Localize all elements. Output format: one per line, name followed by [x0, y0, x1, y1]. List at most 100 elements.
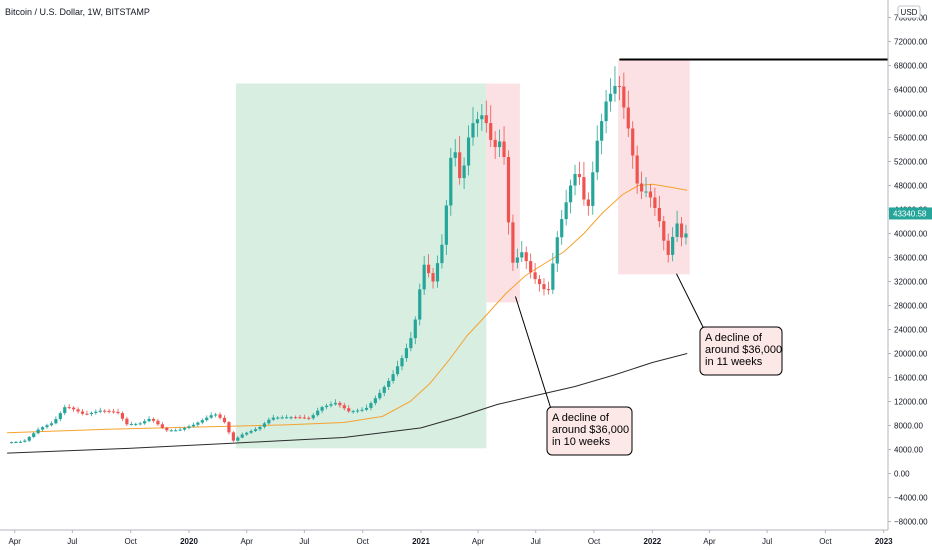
candle: [551, 252, 555, 295]
candle: [440, 234, 444, 269]
candle: [129, 421, 133, 426]
candle: [542, 278, 546, 296]
candle: [475, 111, 480, 137]
candle: [227, 421, 231, 435]
x-tick-label: Jul: [762, 537, 772, 546]
candle: [671, 227, 675, 262]
candle: [435, 255, 440, 288]
candle: [280, 415, 284, 420]
candle: [245, 431, 249, 436]
callout-box: [546, 406, 633, 456]
y-tick-label: 60000.00: [894, 110, 928, 119]
candle: [36, 427, 40, 435]
candle: [76, 407, 80, 414]
last-price-label: 43340.58: [893, 209, 927, 218]
candle: [564, 189, 568, 226]
candle: [679, 217, 684, 247]
candle: [391, 370, 395, 384]
candle: [657, 195, 661, 228]
candle: [364, 404, 369, 412]
candle: [94, 409, 98, 415]
x-tick-label: Jul: [67, 537, 77, 546]
x-tick-label: 2021: [412, 537, 430, 546]
candle: [635, 145, 639, 194]
candle: [489, 105, 493, 148]
candle: [520, 240, 524, 263]
candle: [160, 422, 164, 429]
candle: [320, 405, 324, 414]
candle: [302, 414, 306, 420]
candle: [267, 417, 271, 425]
candle: [191, 422, 196, 428]
candle: [662, 215, 666, 251]
candle: [617, 75, 622, 101]
candle: [196, 421, 200, 427]
candle: [214, 412, 218, 418]
candle: [644, 177, 648, 198]
candle: [63, 404, 67, 416]
candle: [631, 121, 635, 169]
candle: [169, 428, 173, 432]
y-tick-label: 72000.00: [894, 38, 928, 47]
candle: [595, 125, 599, 181]
candle: [14, 440, 18, 444]
candle: [311, 413, 315, 420]
candle: [506, 150, 511, 235]
candle: [600, 113, 604, 155]
ma-200w-line: [7, 353, 688, 454]
candle: [18, 440, 22, 443]
candle: [502, 126, 506, 165]
y-tick-label: 20000.00: [894, 350, 928, 359]
candle: [382, 385, 386, 397]
callout-pointer: [676, 273, 705, 330]
candle: [608, 78, 613, 112]
candle: [89, 411, 93, 417]
candle: [387, 378, 391, 390]
candle: [147, 416, 151, 423]
candle: [653, 187, 657, 217]
candle: [684, 224, 688, 245]
candle: [546, 281, 551, 295]
candle: [293, 415, 298, 420]
y-tick-label: 0.00: [894, 470, 910, 479]
currency-unit-button[interactable]: USD: [897, 5, 921, 19]
candle: [484, 100, 488, 133]
callout-text-line: in 10 weeks: [552, 436, 611, 448]
decline-zone-1: [486, 83, 520, 303]
candle: [200, 418, 204, 425]
candle: [422, 256, 426, 295]
callout-text-line: in 11 weeks: [705, 356, 763, 368]
y-tick-label: 4000.00: [894, 446, 923, 455]
candle: [480, 104, 484, 131]
candle: [524, 246, 528, 269]
candle: [378, 389, 382, 401]
y-tick-label: 64000.00: [894, 86, 928, 95]
candle: [45, 423, 49, 429]
candle: [360, 407, 364, 413]
callout-text-line: around $36,000: [552, 424, 629, 436]
candle: [258, 425, 262, 431]
candle: [404, 343, 409, 362]
candle: [449, 148, 453, 216]
y-tick-label: −4000.00: [894, 494, 928, 503]
candle: [40, 426, 45, 432]
candle: [577, 161, 582, 186]
candle: [511, 214, 515, 271]
candle: [604, 89, 608, 134]
y-tick-label: 52000.00: [894, 158, 928, 167]
ma-50w-line: [7, 183, 688, 434]
candle: [240, 432, 244, 439]
candle: [537, 275, 542, 292]
candle: [555, 231, 559, 272]
candle: [462, 157, 466, 190]
candle: [9, 441, 14, 444]
candle: [262, 421, 267, 429]
candle: [174, 428, 178, 432]
candle: [276, 416, 280, 420]
last-price-tag: 43340.58: [889, 207, 932, 220]
candle: [249, 429, 253, 434]
candle: [347, 405, 351, 413]
